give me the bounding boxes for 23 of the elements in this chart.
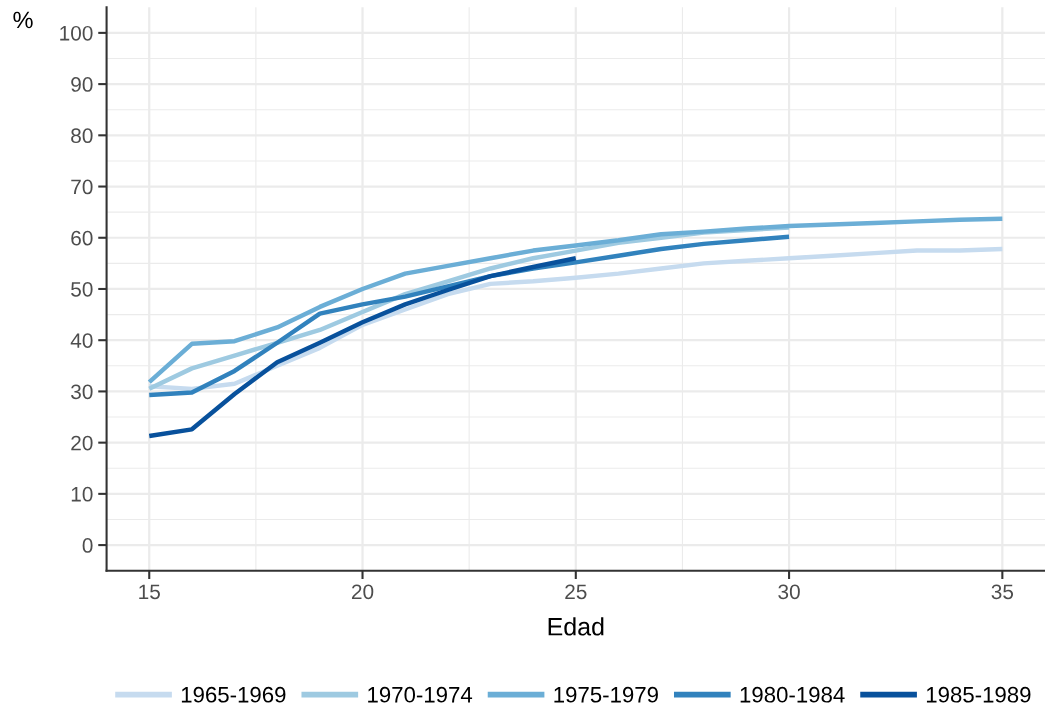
legend-label: 1980-1984 [740, 686, 845, 703]
y-tick-label: 80 [71, 128, 93, 144]
y-tick-label: 60 [71, 230, 93, 246]
y-tick-label: 10 [71, 486, 93, 502]
x-axis-title: Edad [548, 617, 604, 636]
legend-label: 1985-1989 [926, 686, 1031, 703]
y-tick-label: 100 [60, 25, 93, 41]
x-tick-label: 30 [778, 584, 800, 600]
y-tick-label: 20 [71, 435, 93, 451]
y-tick-label: 90 [71, 77, 93, 92]
x-tick-label: 15 [139, 584, 160, 600]
y-tick-label: 70 [71, 179, 93, 195]
x-tick-label: 35 [991, 584, 1014, 600]
legend-label: 1965-1969 [181, 686, 286, 703]
x-tick-label: 20 [351, 584, 374, 600]
x-tick-label: 25 [565, 584, 587, 600]
y-axis-title: % [13, 11, 33, 29]
legend-label: 1970-1974 [368, 686, 473, 703]
y-tick-label: 40 [70, 333, 93, 348]
legend-label: 1975-1979 [554, 686, 658, 703]
y-tick-label: 30 [71, 384, 93, 400]
y-tick-label: 50 [71, 281, 93, 297]
y-tick-label: 0 [82, 538, 93, 553]
